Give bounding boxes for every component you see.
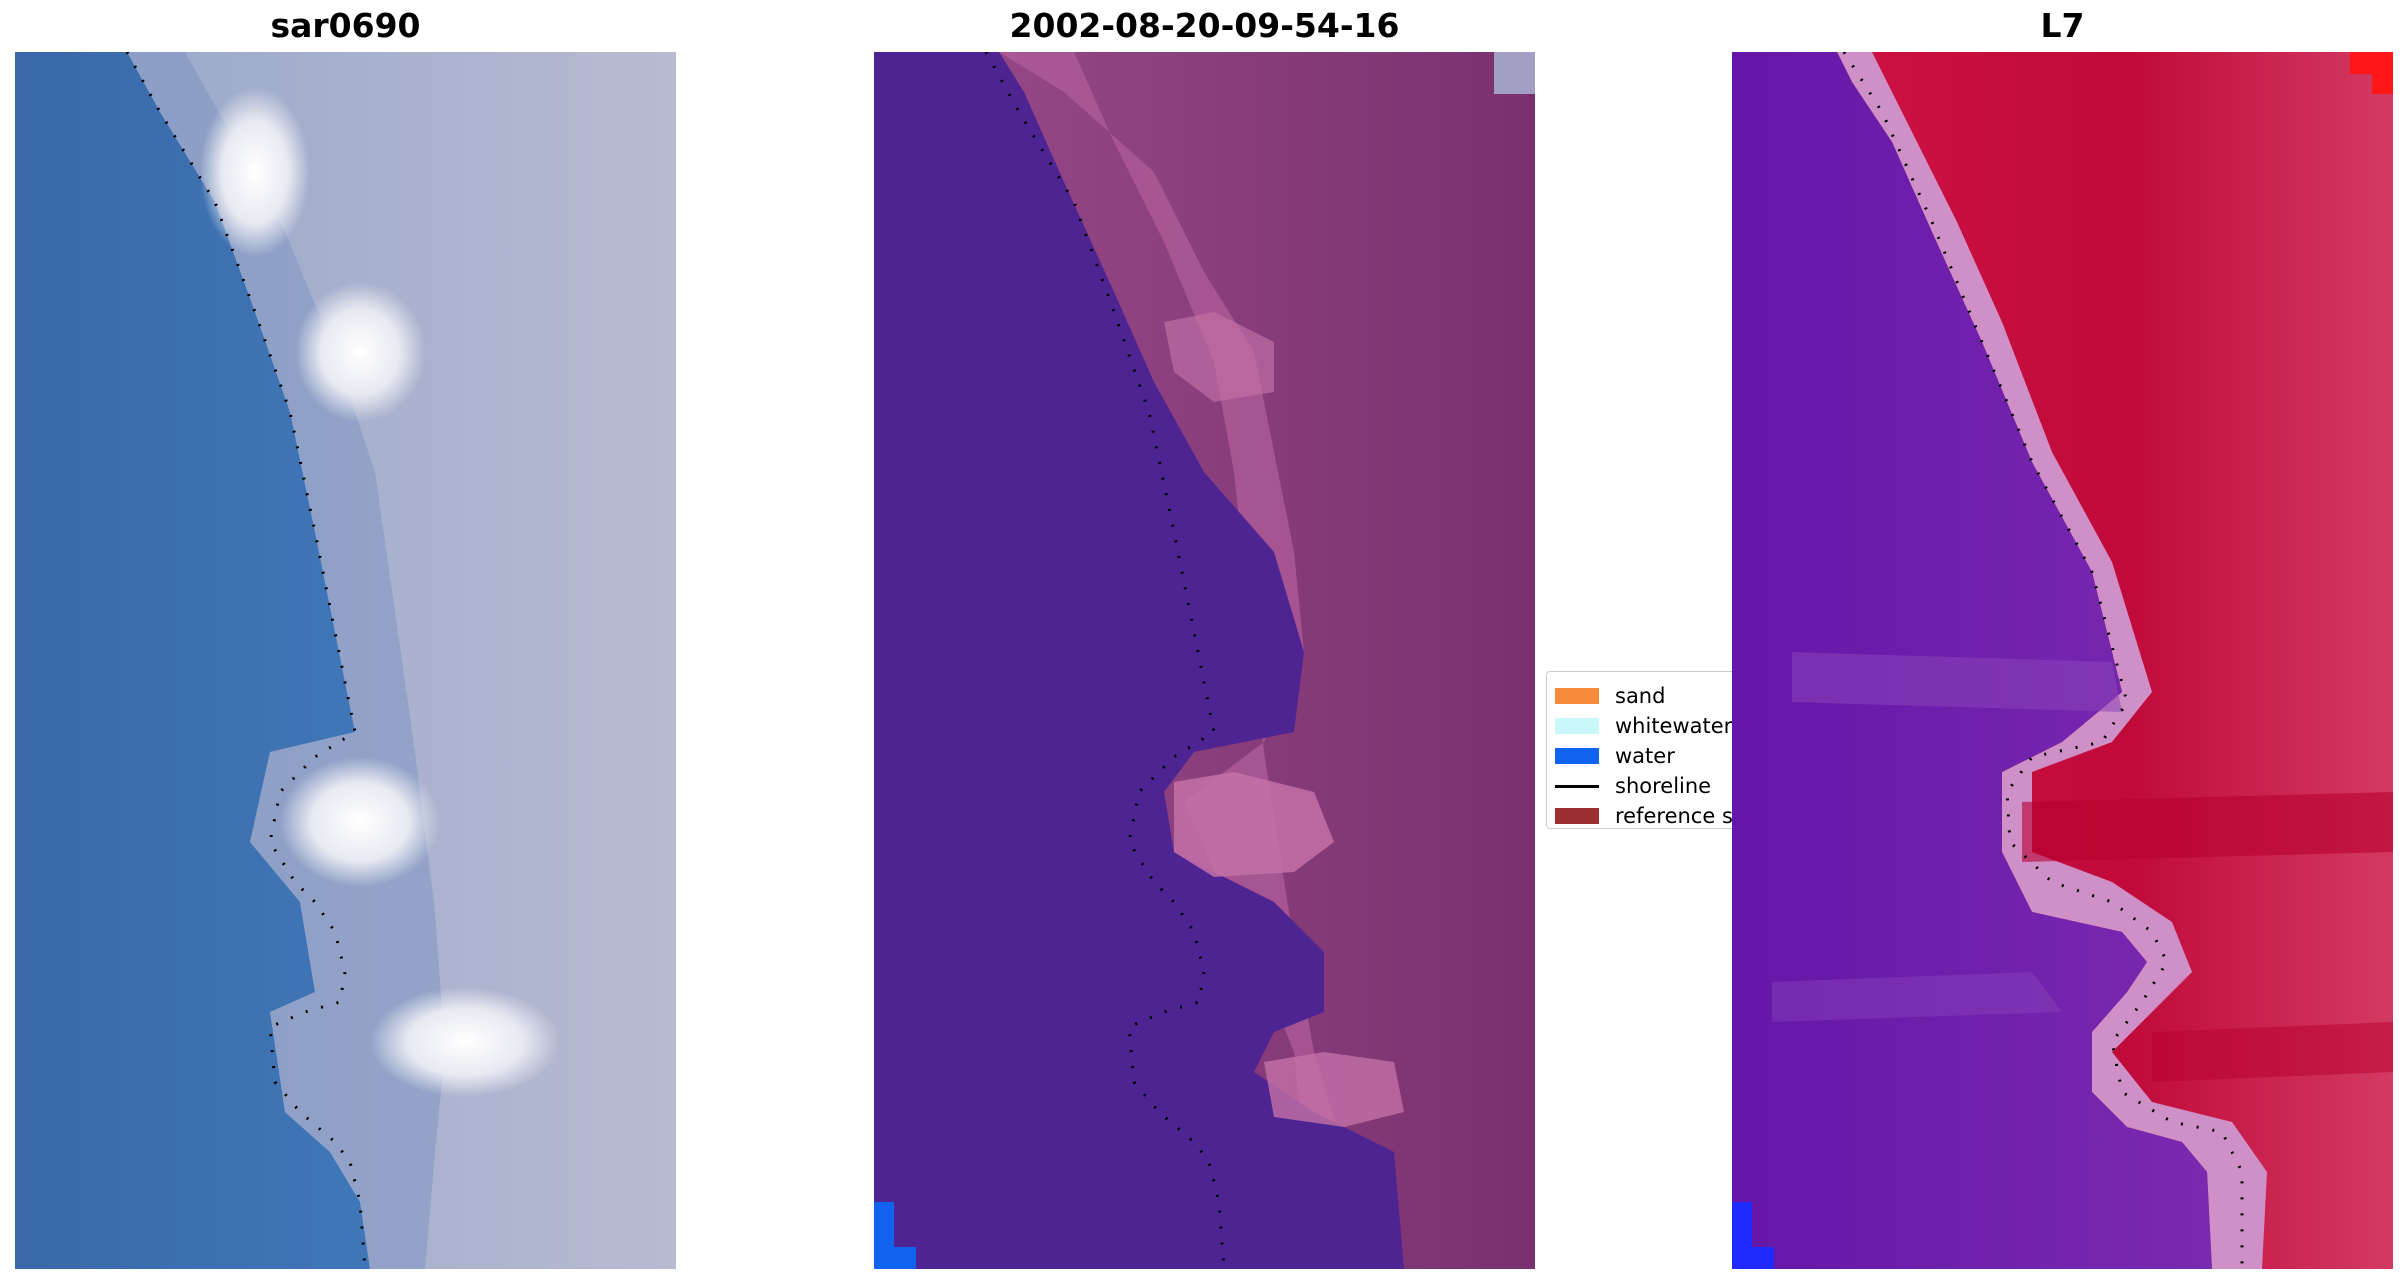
legend-swatch-water (1555, 748, 1599, 764)
legend-item-whitewater: whitewater (1555, 712, 1732, 740)
corner-patch (1494, 52, 1535, 94)
whitewater-patch (200, 87, 310, 257)
panel-title-classified: 2002-08-20-09-54-16 (1009, 6, 1400, 45)
water-class-corner (894, 1247, 916, 1269)
legend-swatch-sand (1555, 688, 1599, 704)
legend-label: whitewater (1615, 714, 1732, 738)
classified-image-panel (874, 52, 1535, 1269)
water-light-band (1772, 972, 2062, 1022)
legend-item-shoreline: shoreline (1555, 772, 1711, 800)
legend-item-sand: sand (1555, 682, 1665, 710)
land-strong-band (2022, 792, 2393, 862)
edge-band (1837, 52, 2267, 1269)
legend-label: shoreline (1615, 774, 1712, 798)
land-strong-band (2152, 1022, 2393, 1082)
transition-band (127, 52, 445, 1269)
water-area (15, 52, 370, 1269)
classified-image (874, 52, 1535, 1269)
legend-swatch-reference-shoreline (1555, 808, 1599, 824)
water-class-corner (874, 1202, 894, 1269)
legend-label: sand (1615, 684, 1666, 708)
legend-label: reference s (1615, 804, 1732, 828)
legend-label: water (1615, 744, 1675, 768)
whitewater-patch (370, 987, 560, 1097)
panel-title-rgb: sar0690 (270, 6, 421, 45)
legend-item-water: water (1555, 742, 1675, 770)
land-light-patch (1174, 772, 1334, 877)
rgb-image (15, 52, 676, 1269)
mndwi-image-panel (1732, 52, 2393, 1269)
land-light-patch (1164, 312, 1274, 402)
mndwi-image (1732, 52, 2393, 1269)
rgb-image-panel (15, 52, 676, 1269)
legend: sand whitewater water shoreline referenc… (1546, 671, 1732, 829)
water-area (874, 52, 1404, 1269)
legend-swatch-whitewater (1555, 718, 1599, 734)
whitewater-patch (295, 282, 425, 422)
legend-line-shoreline (1555, 784, 1599, 788)
water-corner (1752, 1247, 1774, 1269)
whitewater-patch (280, 757, 440, 887)
land-corner (2372, 74, 2393, 94)
panel-title-mndwi: L7 (2040, 6, 2085, 45)
land-light-patch (1264, 1052, 1404, 1127)
legend-item-reference-shoreline: reference s (1555, 802, 1732, 828)
water-light-band (1792, 652, 2122, 712)
water-corner (1732, 1202, 1752, 1269)
land-corner (2350, 52, 2393, 74)
